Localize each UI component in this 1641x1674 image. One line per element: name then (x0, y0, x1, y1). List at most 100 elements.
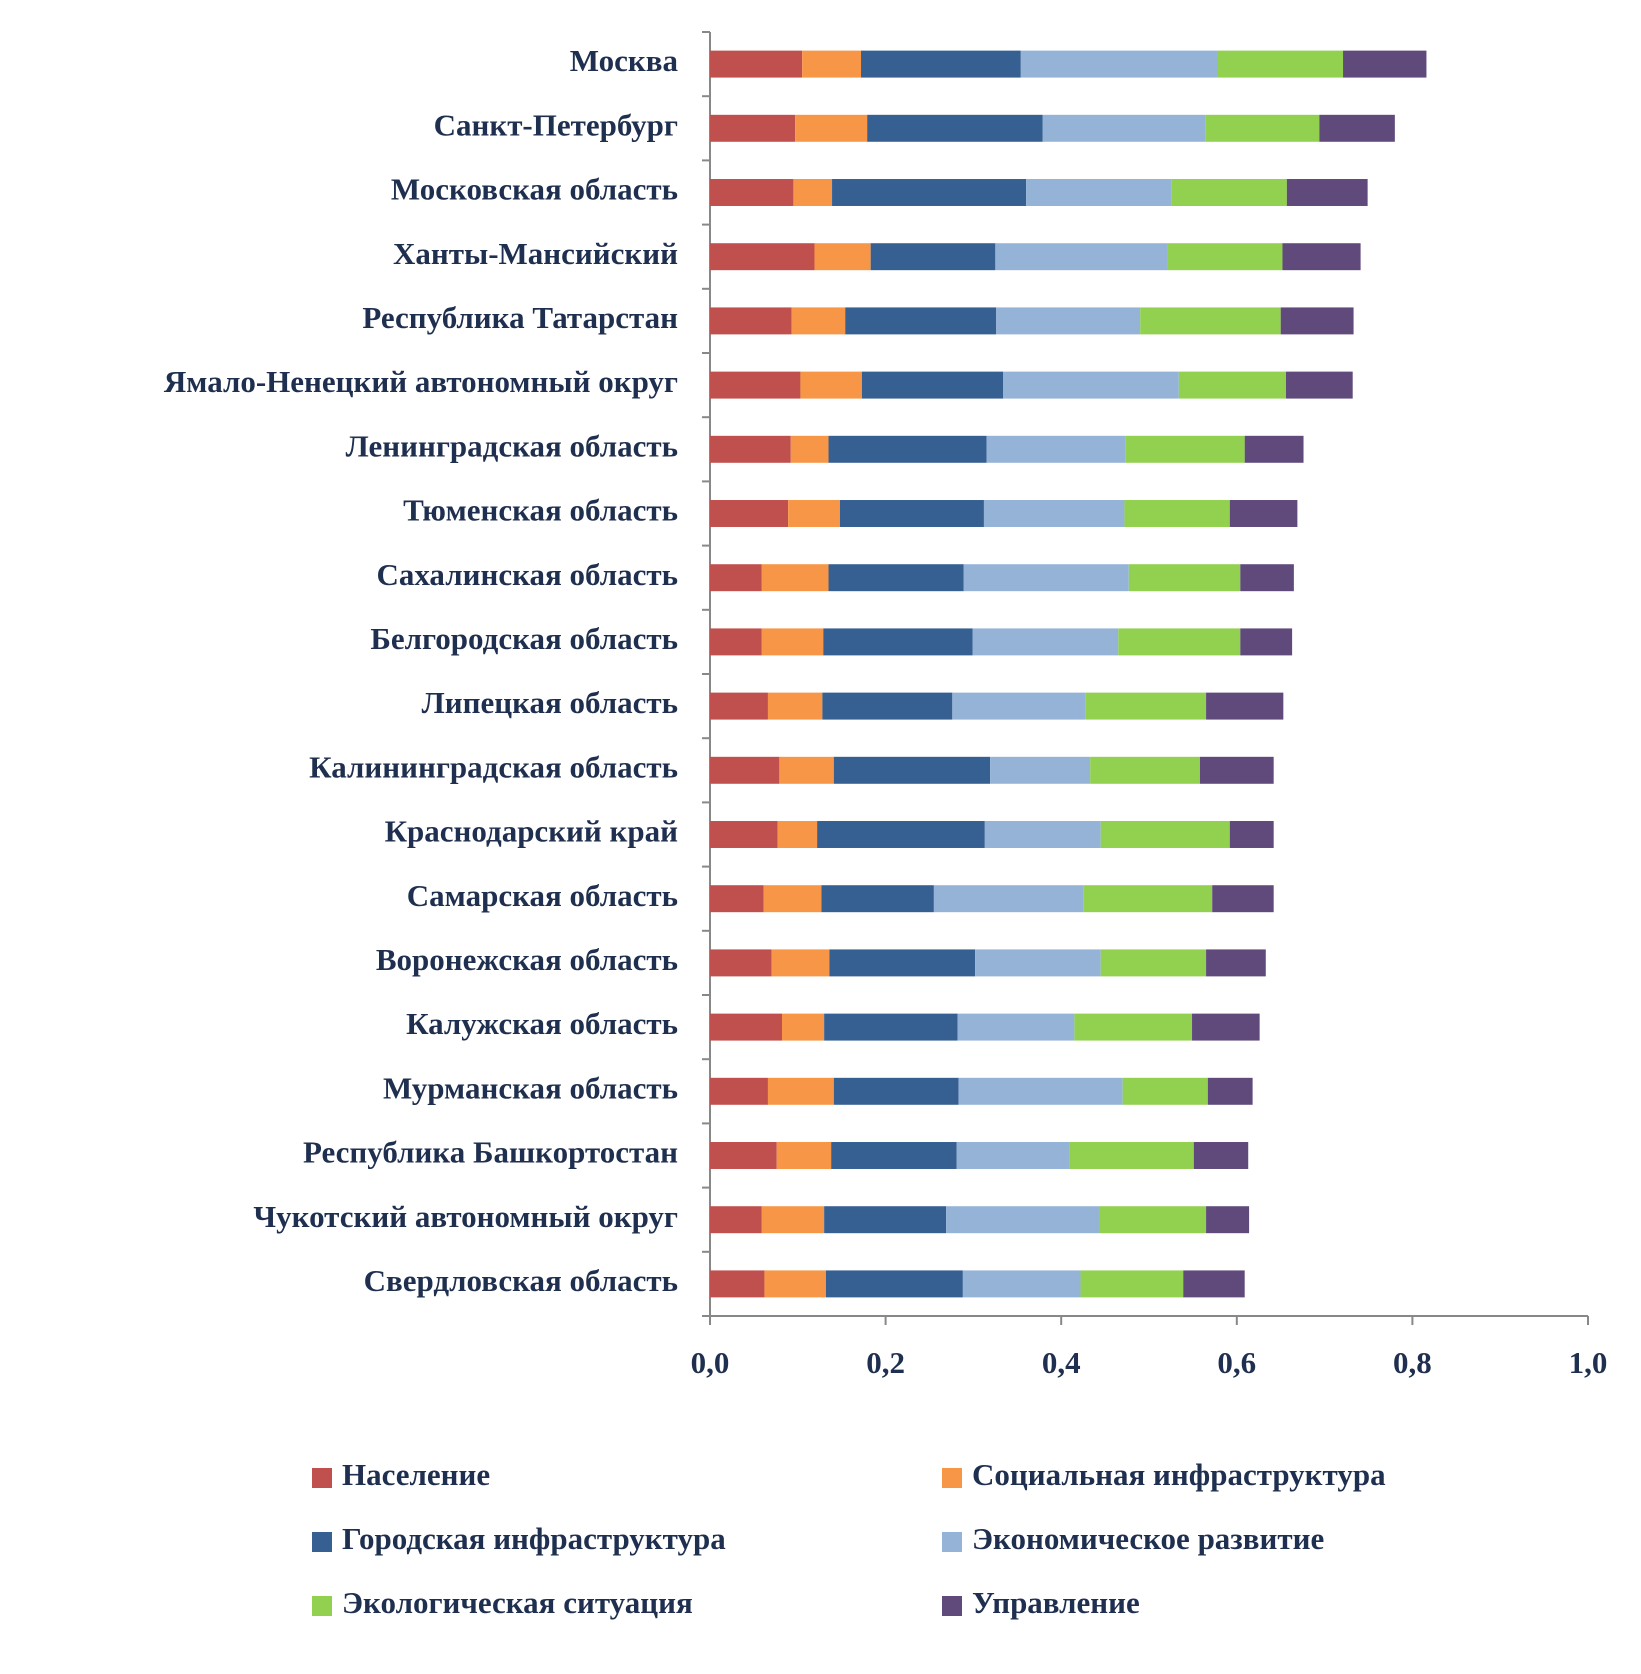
bar-segment (793, 179, 833, 206)
bar-segment (996, 307, 1141, 335)
bar-segment (1085, 692, 1207, 720)
bar-segment (984, 821, 1101, 848)
y-tick-label: Ямало-Ненецкий автономный округ (164, 364, 678, 399)
bar-segment (710, 1013, 782, 1041)
bar-segment (986, 435, 1126, 463)
x-tick-label: 0,2 (866, 1345, 905, 1380)
bar-segment (962, 1270, 1081, 1298)
legend-label: Социальная инфраструктура (972, 1457, 1386, 1492)
bar-segment (1167, 243, 1283, 271)
bar-segment (990, 756, 1091, 784)
y-tick-label: Свердловская область (364, 1263, 678, 1298)
bar-segment (761, 564, 829, 592)
x-tick-label: 1,0 (1569, 1345, 1608, 1380)
bar-segment (1183, 1270, 1245, 1298)
bar-segment (1026, 179, 1172, 206)
bar-segment (710, 435, 791, 463)
bar-segment (963, 564, 1129, 592)
legend-label: Население (342, 1457, 490, 1492)
bar-segment (795, 114, 868, 142)
bar-segment (952, 692, 1086, 720)
bar-segment (1282, 243, 1361, 271)
bar-segment (1229, 821, 1274, 848)
bar-segment (824, 1206, 947, 1234)
bar-segment (1090, 756, 1200, 784)
y-tick-label: Воронежская область (376, 942, 678, 977)
bar-segment (1205, 114, 1320, 142)
y-tick-label: Мурманская область (383, 1070, 678, 1105)
bar-segment (710, 821, 778, 848)
x-tick-label: 0,6 (1217, 1345, 1256, 1380)
y-tick-label: Краснодарский край (385, 814, 679, 849)
bar-segment (764, 1270, 826, 1298)
bar-segment (710, 628, 762, 656)
bar-segment (1206, 949, 1266, 977)
bar-segment (710, 114, 796, 142)
bar-segment (833, 756, 991, 784)
bar-segment (832, 179, 1027, 206)
bar-segment (995, 243, 1168, 271)
bar-segment (1020, 50, 1218, 78)
bar-segment (822, 692, 953, 720)
y-tick-label: Санкт-Петербург (434, 107, 678, 142)
bar-segment (946, 1206, 1099, 1234)
bar-segment (790, 435, 829, 463)
bar-segment (1128, 564, 1241, 592)
bar-segment (817, 821, 985, 848)
bar-segment (1100, 949, 1207, 977)
x-tick-label: 0,4 (1042, 1345, 1081, 1380)
bar-segment (710, 949, 772, 977)
bar-segment (802, 50, 862, 78)
legend-label: Управление (972, 1585, 1140, 1620)
legend-label: Экономическое развитие (972, 1521, 1324, 1556)
bar-segment (781, 1013, 825, 1041)
bar-segment (861, 50, 1021, 78)
bar-segment (823, 628, 973, 656)
bar-segment (710, 1270, 765, 1298)
bar-segment (1285, 371, 1353, 399)
legend-swatch (942, 1596, 962, 1616)
bar-segment (1100, 821, 1230, 848)
bar-segment (1069, 1142, 1194, 1169)
y-tick-label: Московская область (391, 172, 678, 207)
bar-segment (710, 692, 768, 720)
y-tick-label: Самарская область (407, 878, 678, 913)
bar-segment (710, 564, 762, 592)
bar-segment (1207, 1077, 1253, 1105)
bar-segment (767, 692, 823, 720)
bar-segment (972, 628, 1119, 656)
bar-segment (975, 949, 1101, 977)
bar-segment (1080, 1270, 1184, 1298)
bar-segment (845, 307, 997, 335)
bar-segment (870, 243, 996, 271)
bar-segment (1206, 692, 1284, 720)
bar-segment (1217, 50, 1344, 78)
bar-segment (1125, 435, 1245, 463)
bar-segment (776, 1142, 832, 1169)
legend-swatch (312, 1532, 332, 1552)
y-tick-label: Калининградская область (309, 749, 678, 784)
legend-label: Экологическая ситуация (342, 1585, 693, 1620)
bar-segment (839, 500, 984, 527)
bar-segment (1286, 179, 1368, 206)
bar-segment (1083, 885, 1213, 913)
bar-segment (710, 1142, 777, 1169)
bar-segment (867, 114, 1043, 142)
legend-label: Городская инфраструктура (342, 1521, 726, 1556)
bar-segment (710, 179, 794, 206)
bar-segment (800, 371, 862, 399)
bar-segment (761, 1206, 825, 1234)
bar-segment (957, 1013, 1075, 1041)
bar-segment (1240, 564, 1294, 592)
y-tick-label: Калужская область (406, 1006, 678, 1041)
bar-segment (933, 885, 1084, 913)
bar-segment (761, 628, 824, 656)
bar-segment (1244, 435, 1304, 463)
bar-segment (1118, 628, 1241, 656)
bar-segment (710, 371, 801, 399)
bar-segment (767, 1077, 834, 1105)
bar-segment (710, 243, 815, 271)
bar-segment (771, 949, 830, 977)
bar-segment (814, 243, 871, 271)
bar-segment (710, 756, 780, 784)
